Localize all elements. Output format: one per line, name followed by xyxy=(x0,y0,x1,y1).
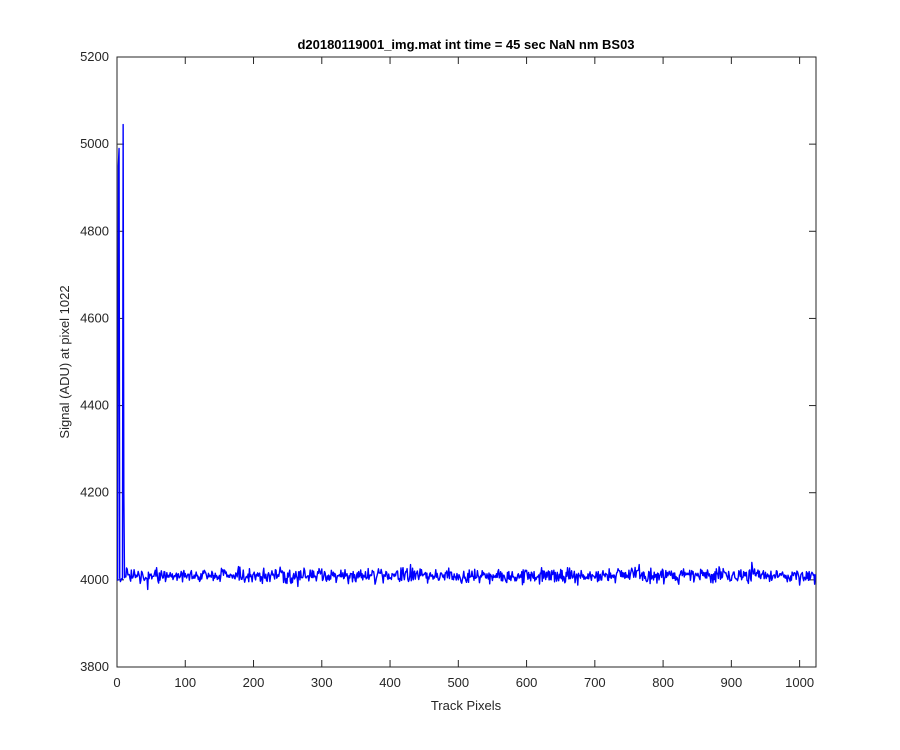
y-tick-label: 4400 xyxy=(80,398,109,413)
x-tick-label: 100 xyxy=(174,675,196,690)
x-tick-label: 500 xyxy=(447,675,469,690)
y-tick-label: 4000 xyxy=(80,572,109,587)
x-tick-label: 200 xyxy=(243,675,265,690)
y-tick-label: 4800 xyxy=(80,223,109,238)
x-tick-label: 400 xyxy=(379,675,401,690)
y-tick-label: 5200 xyxy=(80,49,109,64)
axes-box xyxy=(116,56,817,668)
plot-area: 0 100 200 300 400 500 600 700 800 900 1000 3800 4000… xyxy=(80,49,817,690)
x-tick-label: 0 xyxy=(113,675,120,690)
y-axis-label: Signal (ADU) at pixel 1022 xyxy=(57,285,72,438)
x-tick-label: 1000 xyxy=(785,675,814,690)
y-tick-label: 3800 xyxy=(80,659,109,674)
y-tick-label: 4200 xyxy=(80,485,109,500)
x-tick-label: 700 xyxy=(584,675,606,690)
x-axis-label: Track Pixels xyxy=(431,698,502,713)
x-tick-label: 600 xyxy=(516,675,538,690)
series-line xyxy=(117,123,816,591)
y-tick-label: 5000 xyxy=(80,136,109,151)
y-tick-label: 4600 xyxy=(80,310,109,325)
chart-title: d20180119001_img.mat int time = 45 sec N… xyxy=(297,37,634,52)
x-tick-label: 900 xyxy=(721,675,743,690)
x-tick-label: 300 xyxy=(311,675,333,690)
x-tick-label: 800 xyxy=(652,675,674,690)
